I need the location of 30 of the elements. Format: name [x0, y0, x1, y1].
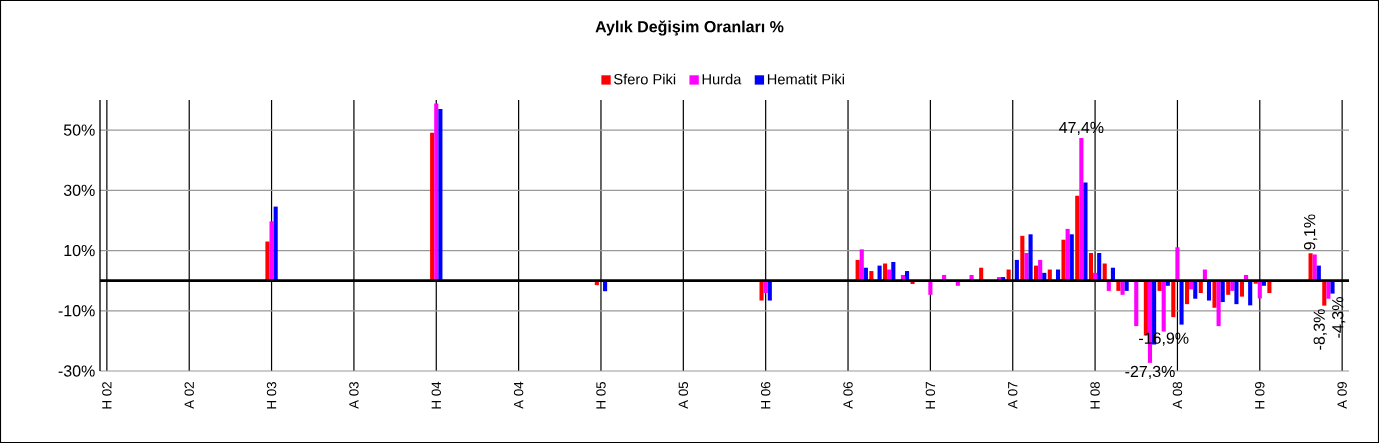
x-tick-label: A 08: [1172, 381, 1183, 409]
x-tick-label: A 02: [184, 382, 194, 409]
x-tick-label: H 09: [1255, 382, 1265, 409]
x-tick-label: H 07: [925, 382, 936, 409]
data-label: -8,3%: [1313, 309, 1327, 350]
x-tick-label: A 03: [349, 381, 359, 409]
y-tick-label: 10%: [64, 244, 95, 257]
x-tick-label: H 08: [1090, 381, 1100, 409]
y-tick-label: 30%: [63, 184, 95, 196]
x-tick-label: H 06: [760, 381, 771, 409]
x-tick-label: A 06: [843, 381, 853, 409]
legend-label: Sfero Piki: [614, 73, 676, 85]
y-tick-label: -30%: [58, 365, 95, 377]
x-tick-label: H 02: [102, 382, 112, 409]
x-tick-label: A 05: [678, 381, 689, 409]
x-tick-label: A 04: [513, 381, 524, 409]
x-tick-label: H 04: [431, 381, 441, 409]
y-tick-label: 50%: [63, 124, 95, 136]
x-tick-label: H 03: [266, 381, 277, 409]
x-tick-label: A 07: [1008, 382, 1018, 409]
x-tick-label: A 09: [1337, 382, 1347, 409]
data-label: 9,1%: [1303, 214, 1318, 250]
x-tick-label: H 05: [596, 381, 606, 409]
legend-label: Hurda: [702, 73, 742, 85]
data-label: -4,3%: [1332, 297, 1346, 338]
data-label: -27,3%: [1125, 365, 1175, 380]
y-tick-label: -10%: [58, 305, 95, 317]
data-label: 47,4%: [1059, 121, 1104, 136]
legend-label: Hematit Piki: [767, 73, 844, 85]
chart-title: Aylık Değişim Oranları %: [595, 20, 784, 36]
